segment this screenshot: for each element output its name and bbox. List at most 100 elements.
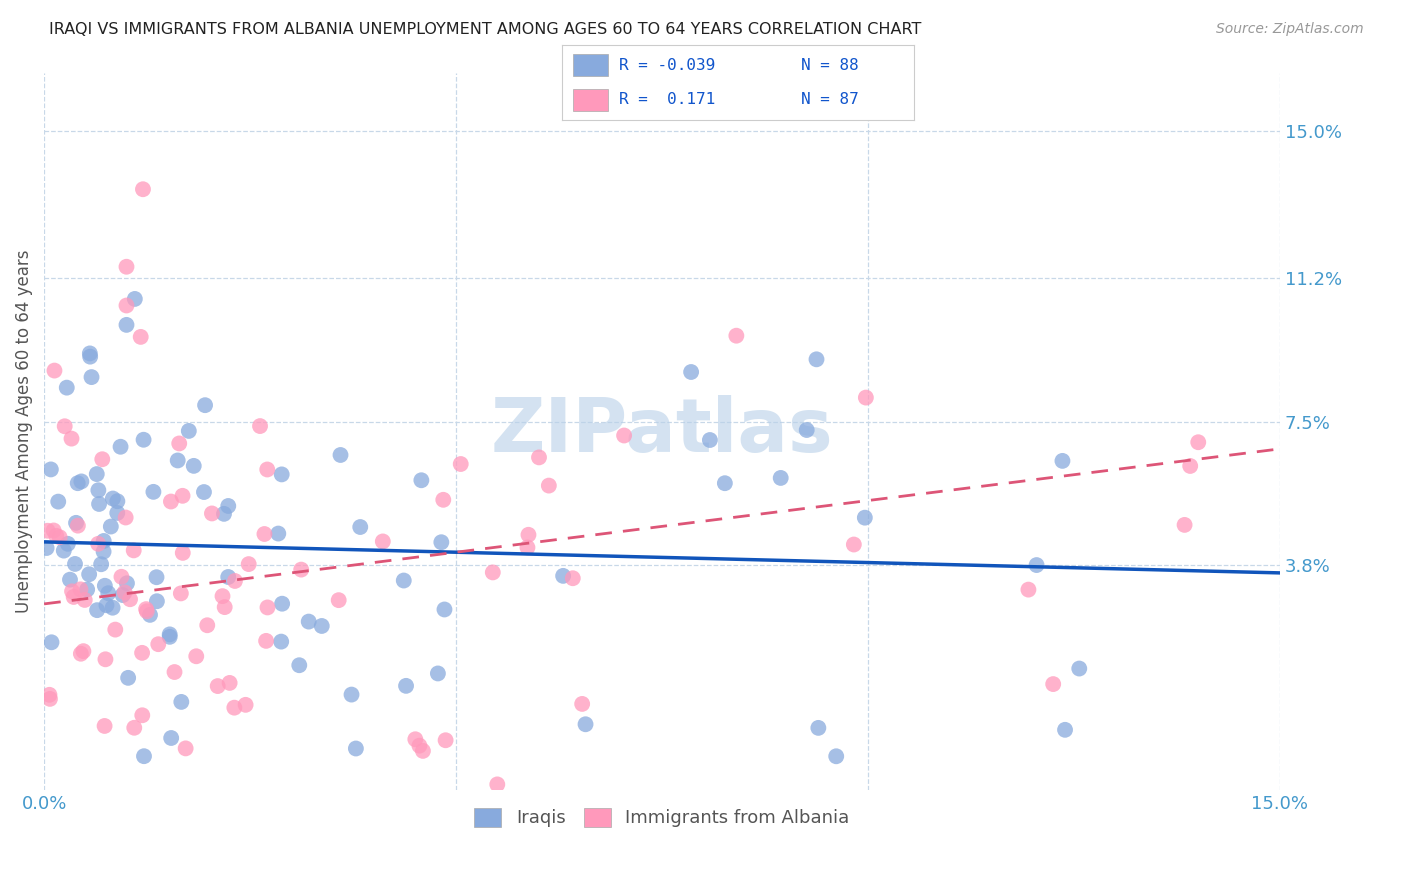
Point	[806, 352, 828, 367]
Point	[517, 528, 540, 542]
Point	[66, 476, 89, 491]
Point	[132, 433, 155, 447]
Point	[94, 652, 117, 666]
Point	[486, 777, 509, 791]
Point	[207, 679, 229, 693]
Y-axis label: Unemployment Among Ages 60 to 64 years: Unemployment Among Ages 60 to 64 years	[15, 250, 32, 613]
Point	[430, 535, 453, 549]
Point	[90, 558, 112, 572]
Point	[769, 471, 792, 485]
Point	[100, 519, 122, 533]
Point	[212, 507, 235, 521]
Point	[842, 537, 865, 551]
Point	[167, 436, 190, 450]
Point	[217, 499, 239, 513]
Point	[135, 602, 157, 616]
Point	[298, 615, 321, 629]
Point	[249, 419, 271, 434]
Point	[224, 574, 246, 588]
Point	[101, 491, 124, 506]
Point	[134, 830, 156, 845]
Point	[183, 458, 205, 473]
Bar	[574, 54, 607, 77]
Point	[170, 695, 193, 709]
Point	[412, 744, 434, 758]
Point	[110, 570, 132, 584]
Point	[177, 424, 200, 438]
Point	[392, 574, 415, 588]
Point	[193, 485, 215, 500]
Point	[42, 524, 65, 538]
Point	[174, 741, 197, 756]
Point	[235, 698, 257, 712]
Point	[450, 457, 472, 471]
Point	[72, 644, 94, 658]
Point	[86, 467, 108, 481]
Point	[516, 541, 538, 555]
Point	[79, 350, 101, 364]
Point	[44, 363, 66, 377]
Point	[79, 346, 101, 360]
Point	[481, 566, 503, 580]
Point	[111, 588, 134, 602]
Point	[217, 570, 239, 584]
Point	[60, 432, 83, 446]
Point	[371, 534, 394, 549]
Point	[115, 318, 138, 332]
Point	[93, 719, 115, 733]
Point	[807, 721, 830, 735]
Point	[537, 478, 560, 492]
Point	[395, 679, 418, 693]
Point	[142, 484, 165, 499]
Point	[267, 526, 290, 541]
Point	[93, 544, 115, 558]
Point	[117, 671, 139, 685]
Point	[94, 579, 117, 593]
Point	[101, 600, 124, 615]
Point	[159, 630, 181, 644]
Point	[160, 494, 183, 508]
Point	[41, 635, 63, 649]
Point	[553, 569, 575, 583]
Point	[129, 330, 152, 344]
Point	[63, 557, 86, 571]
Point	[163, 665, 186, 679]
Point	[96, 599, 118, 613]
Point	[52, 543, 75, 558]
Point	[1017, 582, 1039, 597]
Point	[238, 557, 260, 571]
Point	[329, 448, 352, 462]
Point	[186, 649, 208, 664]
Point	[571, 697, 593, 711]
Point	[104, 623, 127, 637]
Point	[344, 741, 367, 756]
Point	[1042, 677, 1064, 691]
Point	[271, 597, 294, 611]
Point	[35, 541, 58, 555]
Point	[38, 688, 60, 702]
Point	[825, 749, 848, 764]
Point	[613, 428, 636, 442]
Point	[70, 647, 93, 661]
Point	[270, 467, 292, 482]
Point	[253, 527, 276, 541]
Point	[574, 717, 596, 731]
Point	[56, 537, 79, 551]
Text: R = -0.039: R = -0.039	[619, 58, 714, 72]
Point	[328, 593, 350, 607]
Point	[55, 381, 77, 395]
Point	[46, 494, 69, 508]
Point	[66, 518, 89, 533]
Text: R =  0.171: R = 0.171	[619, 93, 714, 107]
Point	[53, 419, 76, 434]
Point	[270, 634, 292, 648]
Point	[65, 516, 87, 530]
Point	[1025, 558, 1047, 572]
Point	[115, 576, 138, 591]
Point	[1180, 458, 1202, 473]
Point	[45, 529, 67, 543]
Text: N = 87: N = 87	[801, 93, 859, 107]
Point	[290, 563, 312, 577]
Point	[132, 749, 155, 764]
Point	[86, 603, 108, 617]
